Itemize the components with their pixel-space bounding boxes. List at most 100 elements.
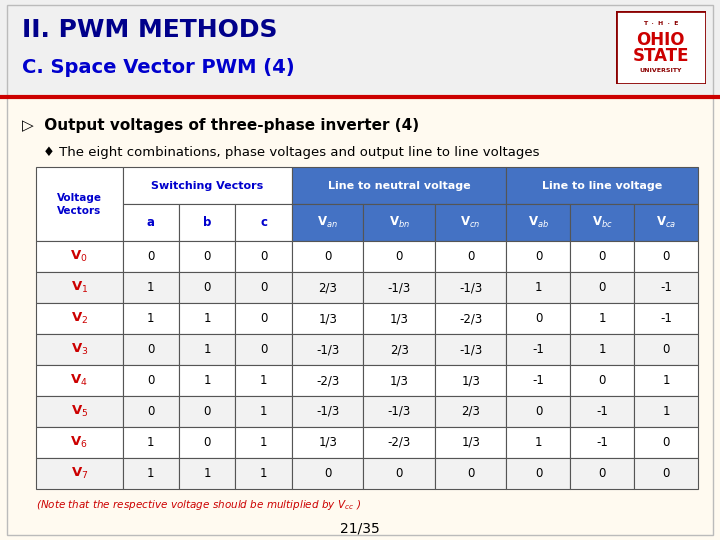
Text: 0: 0	[324, 467, 331, 480]
Text: 0: 0	[535, 312, 542, 325]
Bar	[570, 205, 634, 241]
Bar	[506, 334, 570, 365]
Bar	[36, 334, 122, 365]
Bar	[122, 396, 179, 427]
Bar	[435, 365, 506, 396]
Text: -1/3: -1/3	[316, 405, 339, 418]
Text: Line to line voltage: Line to line voltage	[542, 181, 662, 191]
Text: 2/3: 2/3	[318, 281, 337, 294]
Bar	[570, 241, 634, 272]
Bar	[122, 458, 179, 489]
Text: 0: 0	[204, 281, 211, 294]
Text: 0: 0	[535, 251, 542, 264]
Bar	[235, 241, 292, 272]
Bar	[179, 272, 235, 303]
Bar	[36, 458, 122, 489]
Text: 1/3: 1/3	[390, 312, 409, 325]
Bar	[435, 272, 506, 303]
Bar	[570, 334, 634, 365]
Text: 0: 0	[147, 251, 155, 264]
Text: -1: -1	[596, 436, 608, 449]
Text: 1/3: 1/3	[390, 374, 409, 387]
Bar	[364, 241, 435, 272]
Text: OHIO: OHIO	[636, 31, 685, 49]
Text: -1: -1	[533, 374, 544, 387]
Text: 0: 0	[467, 251, 474, 264]
Bar	[122, 272, 179, 303]
Bar	[179, 427, 235, 458]
Bar	[506, 272, 570, 303]
Text: 1: 1	[147, 467, 155, 480]
Text: b: b	[203, 217, 212, 230]
Text: 0: 0	[599, 281, 606, 294]
Text: 1: 1	[598, 343, 606, 356]
Bar	[292, 427, 364, 458]
Text: 1: 1	[147, 312, 155, 325]
Bar	[435, 427, 506, 458]
Text: 0: 0	[467, 467, 474, 480]
Text: V$_{bn}$: V$_{bn}$	[389, 215, 410, 231]
Bar	[506, 241, 570, 272]
Text: V$_{0}$: V$_{0}$	[71, 249, 88, 265]
Bar	[634, 241, 698, 272]
Text: 1: 1	[204, 312, 211, 325]
Bar	[435, 303, 506, 334]
Bar	[122, 205, 179, 241]
Text: 1: 1	[260, 405, 267, 418]
Bar	[235, 396, 292, 427]
Bar	[36, 241, 122, 272]
Bar	[506, 167, 698, 205]
Bar	[179, 205, 235, 241]
Bar	[364, 272, 435, 303]
Bar	[292, 272, 364, 303]
Bar	[179, 241, 235, 272]
Text: -1/3: -1/3	[387, 281, 411, 294]
Text: 0: 0	[260, 281, 267, 294]
Bar	[570, 303, 634, 334]
Text: -2/3: -2/3	[459, 312, 482, 325]
Bar	[506, 365, 570, 396]
Text: -1: -1	[596, 405, 608, 418]
Text: 0: 0	[599, 374, 606, 387]
Text: 0: 0	[147, 374, 155, 387]
Bar	[570, 365, 634, 396]
Text: 1: 1	[147, 436, 155, 449]
Bar	[364, 396, 435, 427]
Bar	[634, 427, 698, 458]
Text: V$_{cn}$: V$_{cn}$	[461, 215, 481, 231]
Bar	[292, 241, 364, 272]
Bar	[435, 205, 506, 241]
Text: C. Space Vector PWM (4): C. Space Vector PWM (4)	[22, 58, 294, 77]
Text: (Note that the respective voltage should be multiplied by V$_{cc}$ ): (Note that the respective voltage should…	[36, 498, 361, 512]
Text: 0: 0	[662, 436, 670, 449]
Bar	[179, 334, 235, 365]
Bar	[179, 303, 235, 334]
Text: 1/3: 1/3	[318, 436, 337, 449]
Text: -2/3: -2/3	[316, 374, 339, 387]
Bar	[292, 205, 364, 241]
Text: -1: -1	[533, 343, 544, 356]
Text: V$_{ab}$: V$_{ab}$	[528, 215, 549, 231]
Text: 0: 0	[260, 251, 267, 264]
Text: T  ·  H  ·  E: T · H · E	[643, 22, 678, 26]
Text: 0: 0	[662, 251, 670, 264]
Text: 0: 0	[204, 251, 211, 264]
Text: 0: 0	[324, 251, 331, 264]
Bar	[364, 458, 435, 489]
Text: a: a	[147, 217, 155, 230]
Bar	[506, 458, 570, 489]
Bar	[122, 427, 179, 458]
Bar	[570, 427, 634, 458]
Bar	[179, 396, 235, 427]
Bar	[36, 365, 122, 396]
Text: -1: -1	[660, 312, 672, 325]
Bar	[0, 0, 720, 97]
Bar	[570, 396, 634, 427]
Text: STATE: STATE	[632, 47, 689, 65]
Bar	[122, 167, 292, 205]
Text: 0: 0	[599, 251, 606, 264]
Bar	[292, 334, 364, 365]
Text: 1: 1	[260, 467, 267, 480]
Text: V$_{7}$: V$_{7}$	[71, 465, 88, 481]
Text: V$_{4}$: V$_{4}$	[71, 373, 88, 388]
